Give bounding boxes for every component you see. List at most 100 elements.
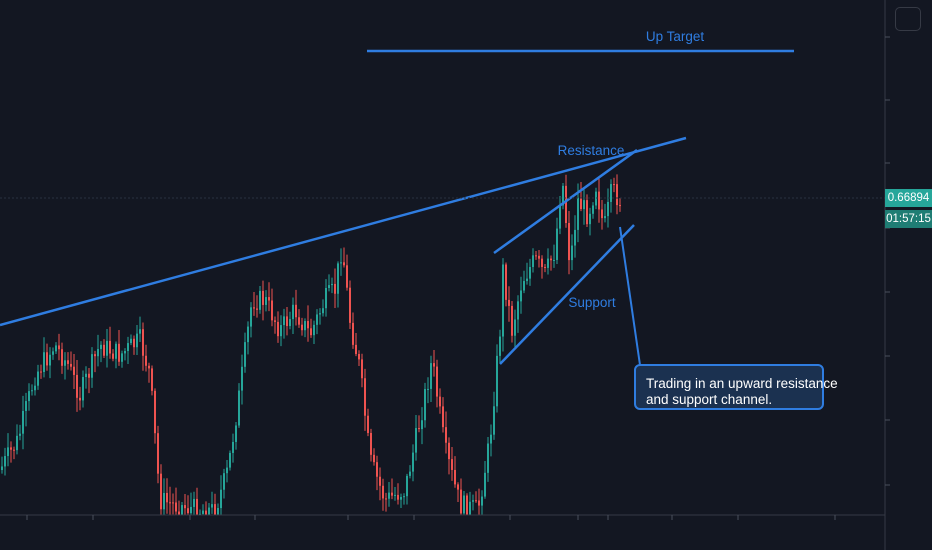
- candle-body[interactable]: [532, 255, 534, 268]
- candle-body[interactable]: [31, 390, 33, 392]
- candle-body[interactable]: [148, 365, 150, 369]
- candle-body[interactable]: [46, 352, 48, 366]
- candle-body[interactable]: [397, 494, 399, 500]
- candle-body[interactable]: [55, 345, 57, 352]
- candle-body[interactable]: [304, 321, 306, 331]
- candle-body[interactable]: [415, 428, 417, 453]
- candle-body[interactable]: [40, 371, 42, 373]
- candle-body[interactable]: [601, 209, 603, 219]
- candle-body[interactable]: [571, 245, 573, 261]
- candle-body[interactable]: [157, 433, 159, 474]
- candle-body[interactable]: [214, 504, 216, 515]
- candle-body[interactable]: [424, 389, 426, 421]
- candle-body[interactable]: [199, 513, 201, 515]
- candle-body[interactable]: [19, 433, 21, 436]
- candle-body[interactable]: [295, 304, 297, 318]
- candle-body[interactable]: [418, 428, 420, 430]
- candle-body[interactable]: [520, 290, 522, 302]
- candle-body[interactable]: [235, 425, 237, 442]
- candle-body[interactable]: [514, 319, 516, 336]
- candle-body[interactable]: [376, 462, 378, 477]
- candle-body[interactable]: [364, 378, 366, 416]
- candle-body[interactable]: [499, 336, 501, 356]
- candle-body[interactable]: [79, 397, 81, 401]
- candle-body[interactable]: [268, 297, 270, 301]
- candle-body[interactable]: [160, 473, 162, 510]
- candle-body[interactable]: [241, 366, 243, 391]
- candle-body[interactable]: [385, 498, 387, 500]
- candle-body[interactable]: [226, 467, 228, 474]
- candle-body[interactable]: [142, 329, 144, 356]
- candle-body[interactable]: [169, 502, 171, 504]
- candle-body[interactable]: [334, 283, 336, 294]
- candle-body[interactable]: [451, 459, 453, 470]
- candle-body[interactable]: [538, 255, 540, 259]
- candle-body[interactable]: [592, 205, 594, 214]
- candle-body[interactable]: [562, 185, 564, 206]
- candle-body[interactable]: [553, 259, 555, 261]
- candle-body[interactable]: [598, 191, 600, 210]
- candle-body[interactable]: [256, 308, 258, 310]
- candle-body[interactable]: [361, 359, 363, 379]
- candle-body[interactable]: [475, 500, 477, 502]
- candle-body[interactable]: [223, 473, 225, 490]
- candle-body[interactable]: [298, 317, 300, 325]
- candle-body[interactable]: [445, 427, 447, 443]
- candle-body[interactable]: [181, 505, 183, 515]
- candle-body[interactable]: [466, 495, 468, 515]
- candle-body[interactable]: [370, 432, 372, 455]
- candle-body[interactable]: [337, 263, 339, 294]
- candle-body[interactable]: [544, 266, 546, 268]
- candle-body[interactable]: [478, 500, 480, 506]
- candle-body[interactable]: [529, 267, 531, 279]
- candle-body[interactable]: [253, 307, 255, 309]
- candle-body[interactable]: [496, 355, 498, 407]
- candle-body[interactable]: [229, 452, 231, 468]
- candle-body[interactable]: [619, 205, 621, 207]
- candle-body[interactable]: [109, 340, 111, 354]
- candle-body[interactable]: [73, 366, 75, 375]
- candle-body[interactable]: [97, 349, 99, 357]
- candle-body[interactable]: [211, 504, 213, 508]
- candle-body[interactable]: [373, 454, 375, 463]
- candle-body[interactable]: [508, 299, 510, 306]
- candle-body[interactable]: [481, 496, 483, 506]
- candle-body[interactable]: [136, 333, 138, 348]
- candle-body[interactable]: [220, 489, 222, 509]
- candle-body[interactable]: [568, 223, 570, 261]
- candle-body[interactable]: [139, 329, 141, 334]
- candle-body[interactable]: [130, 338, 132, 344]
- candle-body[interactable]: [310, 328, 312, 336]
- candle-body[interactable]: [154, 390, 156, 434]
- long-resistance-trendline[interactable]: [0, 136, 687, 327]
- candle-body[interactable]: [292, 304, 294, 320]
- candle-body[interactable]: [121, 353, 123, 362]
- candle-body[interactable]: [379, 476, 381, 486]
- candle-body[interactable]: [238, 390, 240, 426]
- candle-body[interactable]: [88, 373, 90, 378]
- candle-body[interactable]: [283, 316, 285, 326]
- candle-body[interactable]: [550, 258, 552, 261]
- candle-body[interactable]: [490, 434, 492, 444]
- candle-body[interactable]: [151, 368, 153, 391]
- candle-body[interactable]: [277, 321, 279, 337]
- candle-body[interactable]: [493, 406, 495, 435]
- candle-body[interactable]: [10, 447, 12, 450]
- candle-body[interactable]: [349, 287, 351, 323]
- candle-body[interactable]: [196, 498, 198, 515]
- candle-body[interactable]: [1, 466, 3, 470]
- candle-body[interactable]: [565, 185, 567, 224]
- candle-body[interactable]: [463, 495, 465, 514]
- candle-body[interactable]: [166, 492, 168, 503]
- chart-settings-button[interactable]: [895, 7, 921, 31]
- candle-body[interactable]: [433, 363, 435, 367]
- candle-body[interactable]: [430, 363, 432, 389]
- candle-body[interactable]: [193, 498, 195, 507]
- candle-body[interactable]: [460, 489, 462, 514]
- candle-body[interactable]: [352, 322, 354, 345]
- candle-body[interactable]: [340, 262, 342, 264]
- candle-body[interactable]: [580, 197, 582, 210]
- candle-body[interactable]: [61, 349, 63, 366]
- candle-body[interactable]: [259, 290, 261, 310]
- candle-body[interactable]: [421, 420, 423, 430]
